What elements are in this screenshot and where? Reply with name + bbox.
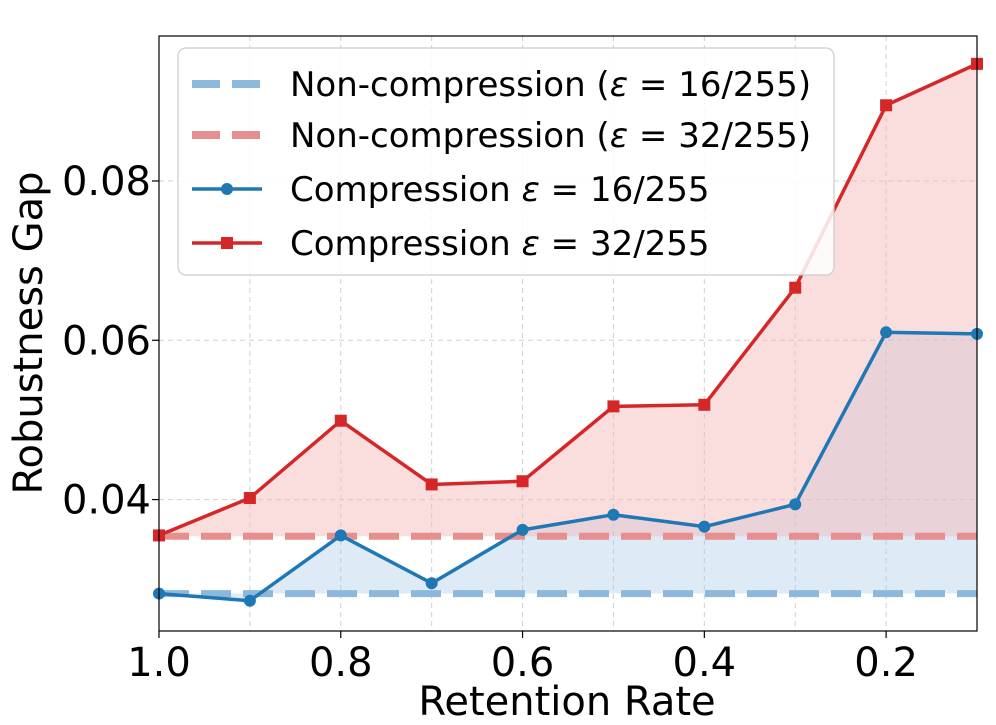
series-0-point-4 bbox=[516, 523, 529, 536]
series-1-point-8 bbox=[880, 99, 893, 112]
y-tick-label-2: 0.08 bbox=[62, 159, 151, 205]
series-1-point-4 bbox=[516, 475, 529, 488]
series-0-point-8 bbox=[880, 326, 893, 339]
baseline-lines bbox=[159, 532, 977, 598]
series-lines bbox=[158, 62, 978, 603]
series-0-point-3 bbox=[425, 577, 438, 590]
series-line-1 bbox=[158, 62, 978, 538]
x-tick-label-1: 0.8 bbox=[309, 640, 373, 686]
series-1-point-3 bbox=[425, 478, 438, 491]
series-1-point-6 bbox=[698, 398, 711, 411]
x-tick-label-4: 0.2 bbox=[854, 640, 918, 686]
series-line-0 bbox=[158, 330, 978, 603]
series-1-point-5 bbox=[607, 400, 620, 413]
series-1-point-1 bbox=[243, 491, 256, 504]
legend-label-compression-32: Compression ε = 32/255 bbox=[290, 224, 710, 264]
x-tick-label-2: 0.6 bbox=[491, 640, 555, 686]
series-1-point-7 bbox=[789, 281, 802, 294]
legend-marker-compression-16 bbox=[221, 183, 233, 195]
legend-marker-compression-32 bbox=[221, 237, 233, 249]
x-tick-label-0: 1.0 bbox=[127, 640, 191, 686]
legend-label-baseline-32: Non-compression (ε = 32/255) bbox=[290, 116, 811, 156]
y-axis-title: Robustness Gap bbox=[6, 172, 52, 495]
legend-label-compression-16: Compression ε = 16/255 bbox=[290, 170, 710, 210]
series-markers bbox=[153, 57, 983, 607]
series-0-point-5 bbox=[607, 508, 620, 521]
series-0-point-2 bbox=[334, 529, 347, 542]
x-axis-title: Retention Rate bbox=[418, 679, 715, 725]
series-0-point-1 bbox=[243, 594, 256, 607]
legend: Non-compression (ε = 16/255) Non-compres… bbox=[177, 47, 835, 276]
legend-label-baseline-16: Non-compression (ε = 16/255) bbox=[290, 65, 811, 105]
gap-fill-1 bbox=[159, 63, 977, 537]
series-1-point-2 bbox=[334, 414, 347, 427]
x-tick-label-3: 0.4 bbox=[673, 640, 737, 686]
legend-box bbox=[177, 47, 835, 276]
plot-frame bbox=[158, 35, 978, 632]
series-0-point-7 bbox=[789, 498, 802, 511]
y-tick-label-1: 0.06 bbox=[62, 318, 151, 364]
series-0-point-6 bbox=[698, 520, 711, 533]
axis-ticks: 1.0 0.8 0.6 0.4 0.2 0.04 0.06 0.08 bbox=[62, 159, 918, 686]
y-tick-label-0: 0.04 bbox=[62, 478, 151, 524]
